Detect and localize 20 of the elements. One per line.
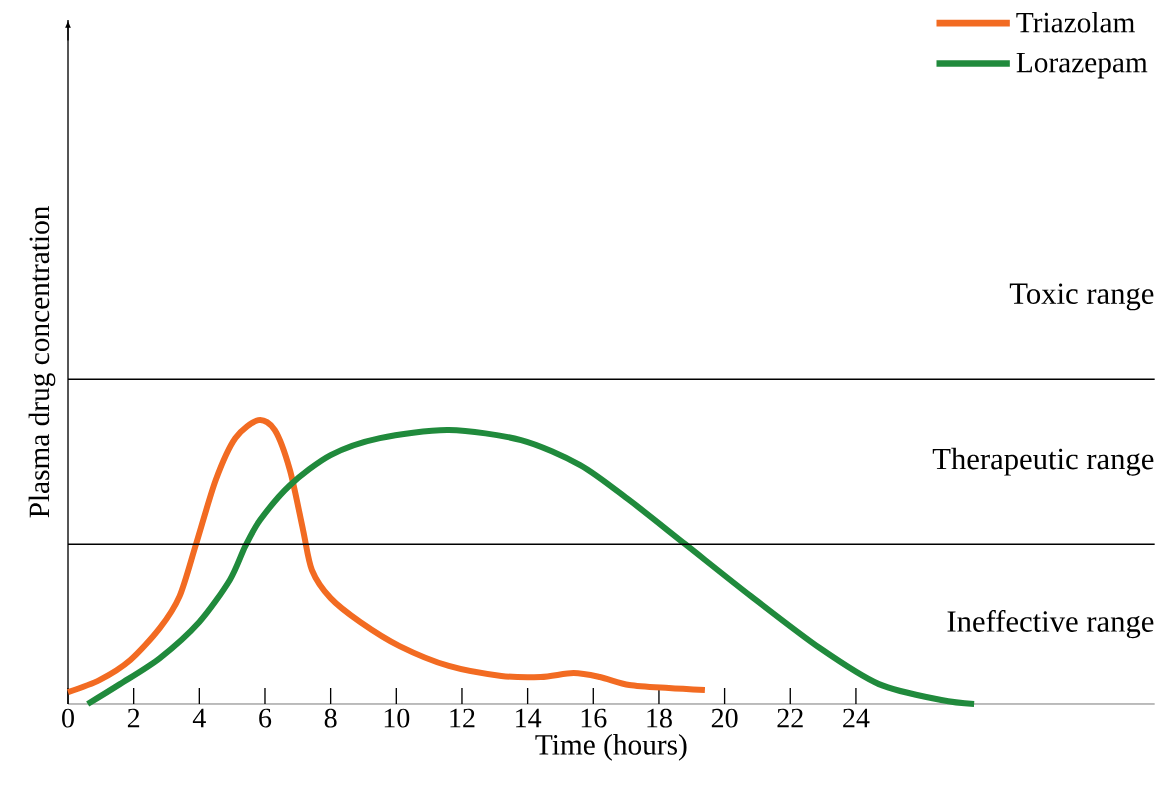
legend-label: Lorazepam: [1016, 52, 1148, 79]
annotation: Therapeutic range: [932, 447, 1154, 476]
x-tick-label: 10: [384, 708, 410, 728]
x-tick-label: 6: [259, 708, 272, 728]
x-tick-label: 22: [777, 708, 803, 728]
text: Toxic range: [1009, 283, 1154, 311]
annotation: Ineffective range: [947, 609, 1154, 639]
x-tick-label: 12: [450, 708, 475, 728]
x-tick-label: 4: [192, 708, 206, 728]
x-tick-label: 0: [62, 708, 74, 728]
y-axis-title: Plasma drug concentration: [28, 206, 56, 518]
x-tick-label: 24: [843, 708, 870, 728]
x-tick-label: 18: [647, 708, 672, 728]
x-tick-label: 14: [516, 708, 542, 728]
x-tick-label: 2: [127, 708, 140, 728]
legend-label: Triazolam: [1016, 11, 1135, 33]
x-axis-title: Time (hours): [535, 734, 687, 761]
x-tick-label: 16: [581, 708, 607, 728]
x-tick-label: 20: [711, 708, 738, 728]
x-tick-label: 8: [324, 708, 337, 728]
